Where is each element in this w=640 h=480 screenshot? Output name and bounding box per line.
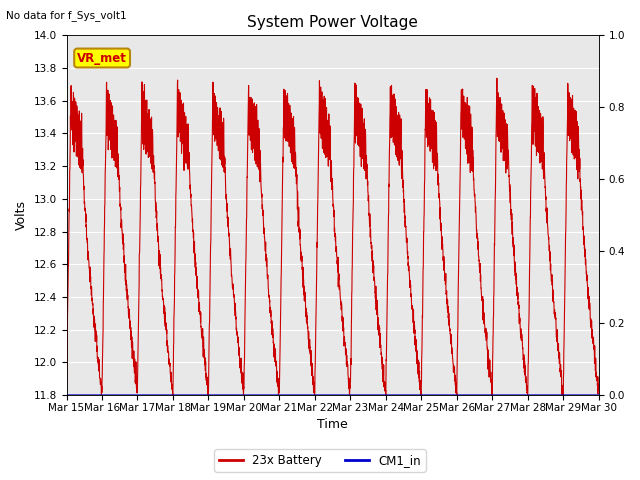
X-axis label: Time: Time	[317, 419, 348, 432]
Legend: 23x Battery, CM1_in: 23x Battery, CM1_in	[214, 449, 426, 472]
Title: System Power Voltage: System Power Voltage	[247, 15, 418, 30]
Y-axis label: Volts: Volts	[15, 200, 28, 230]
Text: No data for f_Sys_volt1: No data for f_Sys_volt1	[6, 10, 127, 21]
Text: VR_met: VR_met	[77, 51, 127, 64]
